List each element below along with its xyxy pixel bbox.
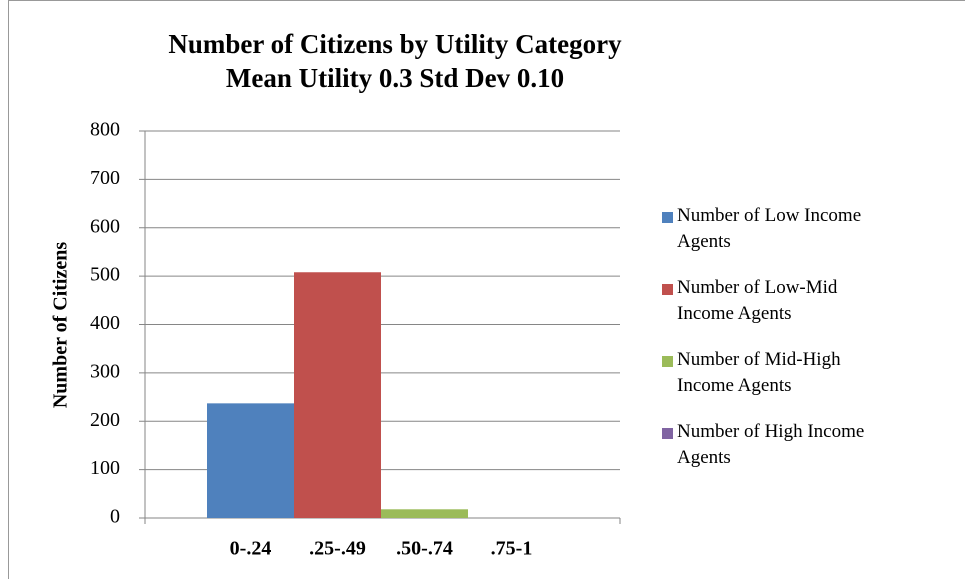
legend-label: Number of Mid-High Income Agents [677, 349, 841, 396]
bar [207, 403, 294, 518]
x-tick-label: .75-1 [491, 538, 533, 560]
legend-entry: Number of High Income Agents [677, 421, 865, 468]
legend-entry: Number of Low Income Agents [677, 205, 862, 252]
legend-swatch [662, 356, 673, 367]
y-tick-label: 700 [90, 167, 120, 189]
y-tick-label: 800 [90, 119, 120, 141]
y-tick-label: 300 [90, 360, 120, 382]
legend-swatch [662, 284, 673, 295]
legend-swatch [662, 212, 673, 223]
legend-label: Number of Low-Mid Income Agents [677, 277, 838, 324]
legend-entry: Number of Low-Mid Income Agents [677, 277, 838, 324]
chart-subtitle: Mean Utility 0.3 Std Dev 0.10 [226, 63, 564, 93]
y-tick-label: 0 [110, 506, 120, 528]
bar [294, 272, 381, 518]
y-tick-label: 400 [90, 312, 120, 334]
x-tick-label: .25-.49 [309, 538, 366, 560]
y-tick-label: 500 [90, 264, 120, 286]
y-axis-title: Number of Citizens [50, 242, 72, 408]
y-tick-label: 600 [90, 215, 120, 237]
y-tick-label: 100 [90, 457, 120, 479]
legend-label: Number of High Income Agents [677, 421, 865, 468]
x-tick-label: .50-.74 [396, 538, 453, 560]
y-tick-label: 200 [90, 409, 120, 431]
legend-swatch [662, 428, 673, 439]
legend-label: Number of Low Income Agents [677, 205, 862, 252]
chart-title: Number of Citizens by Utility Category [168, 29, 622, 59]
legend-entry: Number of Mid-High Income Agents [677, 349, 841, 396]
x-tick-label: 0-.24 [230, 538, 272, 560]
bar [381, 509, 468, 518]
